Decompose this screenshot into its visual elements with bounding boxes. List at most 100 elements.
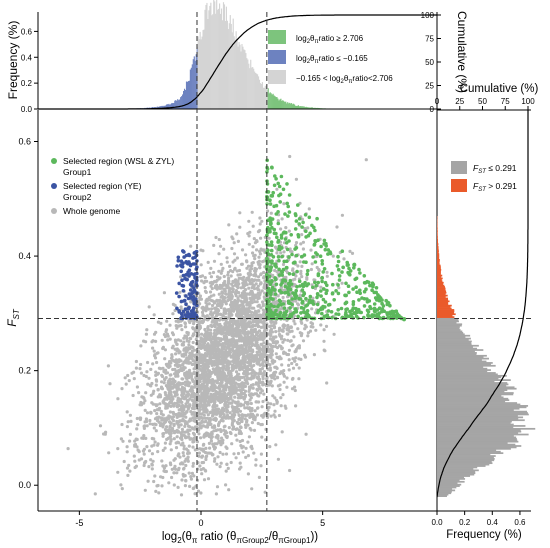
whole-genome-point — [220, 343, 224, 347]
whole-genome-point — [203, 409, 207, 413]
whole-genome-point — [138, 367, 142, 371]
whole-genome-point — [211, 348, 215, 352]
whole-genome-point — [170, 395, 174, 399]
top-histogram-bar — [239, 44, 241, 109]
whole-genome-point — [294, 356, 298, 360]
whole-genome-point — [107, 451, 111, 455]
whole-genome-point — [231, 309, 236, 313]
group1-point — [362, 304, 367, 308]
whole-genome-point — [217, 237, 221, 242]
whole-genome-point — [199, 491, 203, 495]
whole-genome-point — [200, 472, 204, 476]
group1-point — [281, 231, 286, 235]
whole-genome-point — [147, 449, 152, 453]
group1-point — [271, 190, 276, 195]
whole-genome-point — [250, 406, 254, 411]
top-histogram-bar — [263, 87, 265, 109]
whole-genome-point — [202, 353, 206, 357]
whole-genome-point — [154, 429, 158, 433]
whole-genome-point — [192, 322, 196, 326]
whole-genome-point — [227, 339, 231, 343]
top-histogram-bar — [170, 103, 172, 109]
group1-point — [339, 306, 344, 311]
whole-genome-point — [213, 328, 217, 333]
whole-genome-point — [296, 303, 301, 307]
whole-genome-point — [312, 353, 316, 357]
whole-genome-point — [245, 368, 249, 372]
whole-genome-point — [294, 177, 298, 181]
group1-point — [299, 254, 304, 259]
whole-genome-point — [222, 413, 226, 417]
whole-genome-point — [171, 312, 175, 316]
group1-point — [372, 302, 377, 306]
top-histogram-bar — [222, 2, 225, 110]
top-ytick-label: 0.2 — [21, 79, 33, 88]
whole-genome-point — [209, 323, 213, 327]
whole-genome-point — [237, 352, 241, 357]
whole-genome-point — [197, 379, 201, 383]
whole-genome-point — [207, 417, 211, 421]
group1-point — [291, 272, 296, 277]
whole-genome-point — [192, 427, 196, 431]
top-histogram-bar — [280, 98, 282, 109]
whole-genome-point — [164, 368, 168, 372]
whole-genome-point — [235, 356, 239, 361]
whole-genome-point — [163, 427, 168, 432]
top-histogram-bar — [209, 5, 211, 109]
whole-genome-point — [167, 365, 171, 369]
group1-point — [380, 307, 385, 311]
whole-genome-point — [128, 469, 132, 473]
whole-genome-point — [278, 387, 282, 392]
top-histogram-bar — [231, 32, 233, 110]
whole-genome-point — [168, 425, 172, 429]
whole-genome-point — [253, 392, 257, 396]
whole-genome-point — [149, 458, 153, 462]
whole-genome-point — [227, 397, 232, 401]
whole-genome-point — [243, 395, 247, 399]
group1-point — [402, 317, 406, 322]
whole-genome-point — [203, 289, 208, 293]
whole-genome-point — [236, 382, 240, 387]
whole-genome-point — [160, 373, 164, 377]
group1-point — [276, 221, 281, 226]
whole-genome-point — [167, 390, 171, 395]
whole-genome-point — [198, 389, 202, 393]
group1-point — [265, 195, 270, 200]
whole-genome-point — [183, 419, 187, 423]
group1-point — [287, 272, 292, 276]
whole-genome-point — [212, 259, 217, 263]
whole-genome-point — [179, 319, 183, 323]
group1-point — [293, 227, 298, 231]
group1-point — [380, 301, 384, 306]
whole-genome-point — [287, 363, 291, 367]
top-histogram-bar — [242, 46, 244, 109]
whole-genome-point — [246, 342, 250, 346]
top-histogram-bar — [161, 105, 163, 109]
top-histogram-bar — [199, 31, 201, 110]
whole-genome-point — [250, 487, 254, 491]
top-histogram-bar — [262, 87, 264, 109]
top-histogram-bar — [168, 103, 170, 109]
whole-genome-point — [297, 366, 301, 370]
whole-genome-point — [208, 356, 212, 360]
whole-genome-point — [196, 467, 200, 471]
whole-genome-point — [222, 366, 226, 370]
top-histogram-bar — [178, 100, 180, 109]
whole-genome-point — [176, 468, 180, 472]
whole-genome-point — [253, 266, 257, 271]
top-histogram-bar — [306, 107, 308, 109]
whole-genome-point — [269, 402, 273, 406]
whole-genome-point — [206, 298, 210, 302]
whole-genome-point — [252, 451, 256, 455]
whole-genome-point — [282, 326, 286, 330]
whole-genome-point — [263, 373, 267, 377]
whole-genome-point — [126, 473, 130, 477]
group1-point — [269, 302, 273, 307]
group1-point — [307, 298, 312, 302]
group1-point — [295, 269, 299, 274]
whole-genome-point — [144, 436, 148, 440]
whole-genome-point — [256, 291, 260, 296]
whole-genome-point — [177, 423, 181, 427]
whole-genome-point — [284, 406, 288, 410]
group1-point — [307, 215, 312, 220]
